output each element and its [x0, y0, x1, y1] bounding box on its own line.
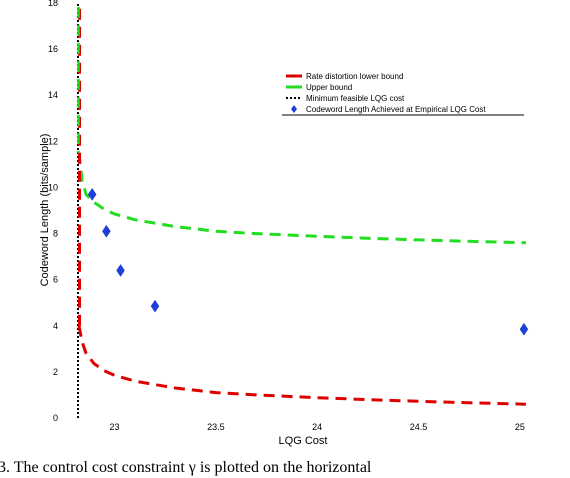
plot-area	[77, 3, 529, 418]
x-tick-label: 24.5	[410, 422, 428, 432]
y-tick-label: 0	[53, 413, 58, 423]
x-tick-label: 25	[515, 422, 525, 432]
legend: Rate distortion lower bound Upper bound Mi…	[282, 72, 524, 116]
x-tick-label: 23.5	[207, 422, 225, 432]
data-point-marker	[87, 187, 97, 201]
series-line-lower-bound	[77, 325, 526, 406]
y-tick-label: 18	[48, 0, 58, 8]
x-tick-label: 24	[312, 422, 322, 432]
legend-marker-diamond	[291, 105, 297, 113]
figure-caption: 3. The control cost constraint γ is plot…	[0, 459, 372, 476]
legend-label: Codeword Length Achieved at Empirical LQ…	[306, 105, 486, 114]
data-point-marker	[102, 224, 111, 238]
series-line-upper-bound	[77, 152, 526, 245]
y-tick-label: 8	[53, 229, 58, 239]
y-tick-label: 12	[48, 136, 58, 146]
y-tick-label: 14	[48, 90, 58, 100]
y-tick-label: 2	[53, 367, 58, 377]
legend-label: Minimum feasible LQG cost	[306, 94, 405, 103]
y-axis-label: Codeword Length (bits/sample)	[39, 134, 51, 287]
x-tick-label: 23	[109, 422, 119, 432]
y-tick-label: 10	[48, 182, 58, 192]
x-axis-label: LQG Cost	[279, 435, 328, 447]
data-point-marker	[116, 263, 125, 277]
data-point-marker	[150, 299, 160, 313]
legend-label: Rate distortion lower bound	[306, 72, 403, 81]
y-tick-label: 4	[53, 321, 58, 331]
y-tick-label: 6	[53, 275, 58, 285]
legend-label: Upper bound	[306, 83, 352, 92]
y-tick-label: 16	[48, 44, 58, 54]
data-point-marker	[519, 322, 529, 336]
